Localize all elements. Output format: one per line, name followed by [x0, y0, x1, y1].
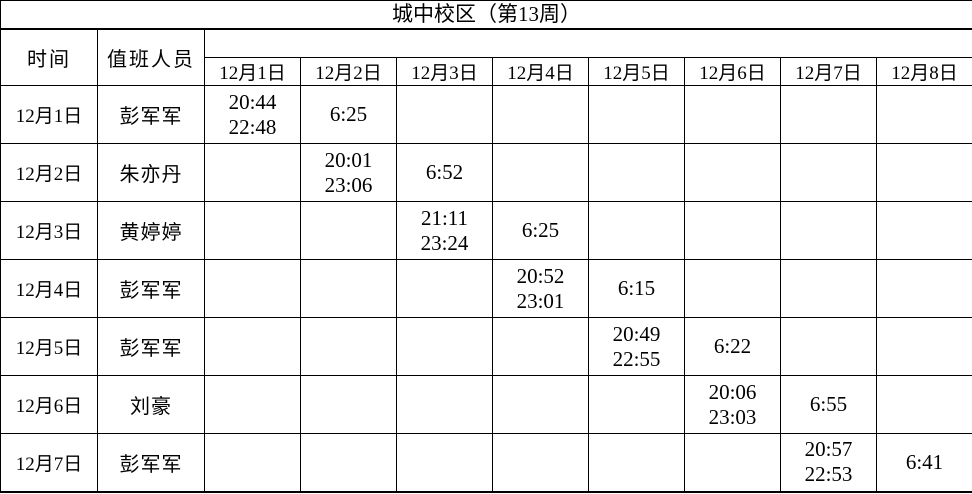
time-cell: 20:57 22:53: [780, 433, 877, 492]
time-cell: [204, 259, 301, 318]
table-header: 城中校区（第13周） 时间 值班人员 12月1日 12月2日 12月3日 12月4日 1…: [0, 0, 972, 86]
time-cell: 21:11 23:24: [396, 201, 493, 260]
title-row: 城中校区（第13周）: [0, 0, 972, 30]
page-title: 城中校区（第13周）: [0, 0, 972, 30]
time-cell: [204, 317, 301, 376]
time-cell: [684, 433, 781, 492]
time-cell: [588, 433, 685, 492]
time-cell: 6:41: [876, 433, 972, 492]
time-cell: [204, 143, 301, 202]
date-column-header: 12月4日: [492, 57, 589, 86]
person-cell: 朱亦丹: [97, 143, 205, 202]
row-date-cell: 12月7日: [0, 433, 98, 492]
time-cell: 6:25: [492, 201, 589, 260]
time-cell: [780, 143, 877, 202]
time-cell: [492, 375, 589, 434]
row-date-cell: 12月3日: [0, 201, 98, 260]
date-column-header: 12月5日: [588, 57, 685, 86]
time-cell: [876, 375, 972, 434]
time-cell: [204, 375, 301, 434]
date-header-spacer: [204, 28, 972, 58]
time-cell: 20:01 23:06: [300, 143, 397, 202]
time-cell: [876, 143, 972, 202]
time-cell: [684, 85, 781, 144]
person-cell: 黄婷婷: [97, 201, 205, 260]
time-cell: [300, 375, 397, 434]
time-cell: 20:44 22:48: [204, 85, 301, 144]
time-cell: [396, 259, 493, 318]
person-cell: 彭军军: [97, 259, 205, 318]
time-cell: 6:15: [588, 259, 685, 318]
time-cell: 6:52: [396, 143, 493, 202]
person-cell: 彭军军: [97, 433, 205, 492]
time-cell: [396, 85, 493, 144]
date-column-header: 12月2日: [300, 57, 397, 86]
table-body: 12月1日 彭军军 20:44 22:48 6:25 12月2日 朱亦丹 20:01 23:…: [0, 85, 972, 492]
time-cell: [684, 143, 781, 202]
time-cell: 20:06 23:03: [684, 375, 781, 434]
table-row: 12月5日 彭军军 20:49 22:55 6:22: [0, 317, 972, 376]
person-cell: 彭军军: [97, 317, 205, 376]
date-column-header: 12月7日: [780, 57, 877, 86]
time-cell: 20:49 22:55: [588, 317, 685, 376]
table-row: 12月4日 彭军军 20:52 23:01 6:15: [0, 259, 972, 318]
row-date-cell: 12月4日: [0, 259, 98, 318]
time-cell: 6:22: [684, 317, 781, 376]
time-cell: [588, 201, 685, 260]
date-column-header: 12月3日: [396, 57, 493, 86]
time-cell: [588, 375, 685, 434]
date-column-header: 12月8日: [876, 57, 972, 86]
time-cell: [300, 201, 397, 260]
time-cell: [492, 143, 589, 202]
person-cell: 刘豪: [97, 375, 205, 434]
time-cell: [780, 259, 877, 318]
row-date-cell: 12月6日: [0, 375, 98, 434]
time-cell: [780, 85, 877, 144]
time-cell: [492, 85, 589, 144]
header-row-top: 时间 值班人员: [0, 28, 972, 86]
time-cell: [588, 143, 685, 202]
table-row: 12月6日 刘豪 20:06 23:03 6:55: [0, 375, 972, 434]
time-cell: 6:55: [780, 375, 877, 434]
time-cell: [684, 259, 781, 318]
time-cell: [684, 201, 781, 260]
time-cell: [396, 375, 493, 434]
date-column-header: 12月6日: [684, 57, 781, 86]
time-cell: [588, 85, 685, 144]
col-header-person: 值班人员: [97, 28, 205, 86]
time-cell: [396, 433, 493, 492]
time-cell: [204, 201, 301, 260]
table-row: 12月2日 朱亦丹 20:01 23:06 6:52: [0, 143, 972, 202]
time-cell: [396, 317, 493, 376]
table-row: 12月1日 彭军军 20:44 22:48 6:25: [0, 85, 972, 144]
time-cell: [300, 433, 397, 492]
row-date-cell: 12月2日: [0, 143, 98, 202]
time-cell: [300, 317, 397, 376]
time-cell: [780, 317, 877, 376]
col-header-time: 时间: [0, 28, 98, 86]
time-cell: 20:52 23:01: [492, 259, 589, 318]
time-cell: [876, 317, 972, 376]
time-cell: 6:25: [300, 85, 397, 144]
date-header-row: 12月1日 12月2日 12月3日 12月4日 12月5日 12月6日 12月7日 12月8日: [1, 57, 972, 86]
date-column-header: 12月1日: [204, 57, 301, 86]
time-cell: [300, 259, 397, 318]
time-cell: [876, 259, 972, 318]
row-date-cell: 12月5日: [0, 317, 98, 376]
person-cell: 彭军军: [97, 85, 205, 144]
time-cell: [492, 317, 589, 376]
time-cell: [780, 201, 877, 260]
time-cell: [204, 433, 301, 492]
time-cell: [876, 85, 972, 144]
time-cell: [876, 201, 972, 260]
row-date-cell: 12月1日: [0, 85, 98, 144]
table-row: 12月3日 黄婷婷 21:11 23:24 6:25: [0, 201, 972, 260]
time-cell: [492, 433, 589, 492]
table-row: 12月7日 彭军军 20:57 22:53 6:41: [0, 433, 972, 492]
